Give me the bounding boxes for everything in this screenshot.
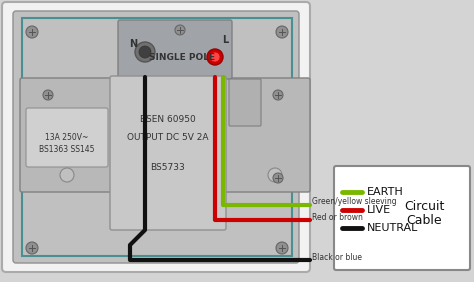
Circle shape [139,46,151,58]
Text: OUTPUT DC 5V 2A: OUTPUT DC 5V 2A [127,133,209,142]
Circle shape [207,49,223,65]
Text: 13A 250V~: 13A 250V~ [46,133,89,142]
Text: NEUTRAL: NEUTRAL [367,223,419,233]
FancyBboxPatch shape [13,11,299,263]
Text: Cable: Cable [406,213,442,226]
Circle shape [135,42,155,62]
Text: Red or brown: Red or brown [312,213,363,222]
Text: N: N [129,39,137,49]
Text: SINGLE POLE: SINGLE POLE [149,52,215,61]
Circle shape [276,242,288,254]
Bar [22,18,292,256]
FancyBboxPatch shape [334,166,470,270]
Circle shape [26,242,38,254]
Circle shape [276,26,288,38]
FancyBboxPatch shape [216,78,310,192]
Text: EARTH: EARTH [367,187,404,197]
Text: LIVE: LIVE [367,205,391,215]
Text: Green/yellow sleeving: Green/yellow sleeving [312,197,397,206]
Circle shape [175,25,185,35]
Circle shape [26,26,38,38]
FancyBboxPatch shape [20,78,114,192]
FancyBboxPatch shape [26,108,108,167]
Circle shape [60,168,74,182]
Circle shape [268,168,282,182]
Circle shape [243,110,253,120]
Text: L: L [222,35,228,45]
Circle shape [43,90,53,100]
Text: Black or blue: Black or blue [312,254,362,263]
Text: BSEN 60950: BSEN 60950 [140,116,196,124]
FancyBboxPatch shape [118,20,232,79]
Circle shape [273,173,283,183]
Circle shape [273,90,283,100]
FancyBboxPatch shape [229,79,261,126]
Text: BS5733: BS5733 [151,164,185,173]
FancyBboxPatch shape [110,76,226,230]
Circle shape [210,52,220,62]
Text: BS1363 SS145: BS1363 SS145 [39,146,95,155]
FancyBboxPatch shape [2,2,310,272]
Text: Circuit: Circuit [404,201,444,213]
